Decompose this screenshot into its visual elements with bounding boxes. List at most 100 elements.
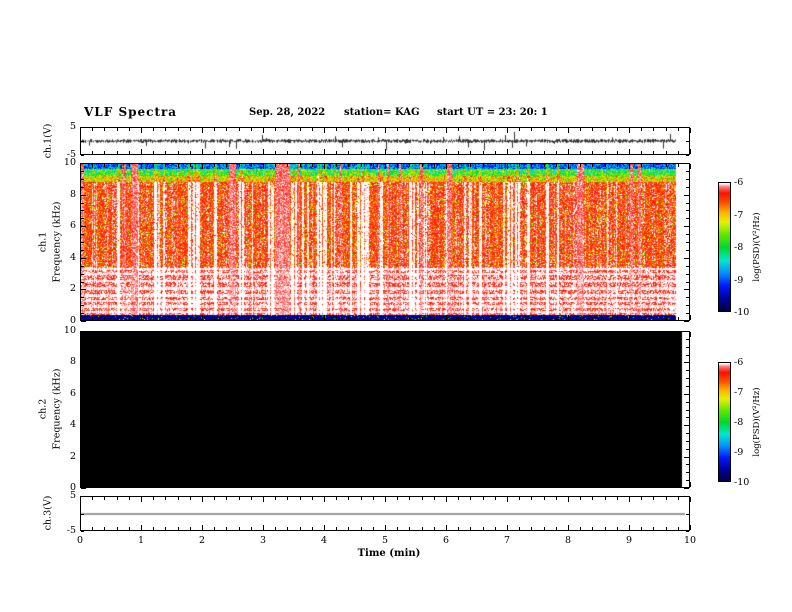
x-minor-tick (409, 164, 410, 167)
x-minor-tick (275, 527, 276, 530)
x-minor-tick (153, 527, 154, 530)
x-minor-tick (190, 497, 191, 500)
x-minor-tick (470, 151, 471, 154)
x-minor-tick (165, 484, 166, 487)
x-minor-tick (178, 317, 179, 320)
x-minor-tick (104, 128, 105, 131)
x-minor-tick (519, 484, 520, 487)
x-major-tick (446, 164, 447, 169)
x-minor-tick (397, 484, 398, 487)
x-minor-tick (117, 484, 118, 487)
x-minor-tick (373, 151, 374, 154)
x-minor-tick (373, 332, 374, 335)
x-minor-tick (312, 151, 313, 154)
x-minor-tick (653, 128, 654, 131)
x-minor-tick (483, 497, 484, 500)
x-minor-tick (104, 527, 105, 530)
x-major-tick (507, 332, 508, 337)
plot-date: Sep. 28, 2022 (249, 107, 326, 118)
x-minor-tick (495, 332, 496, 335)
x-minor-tick (251, 527, 252, 530)
x-major-tick (80, 525, 81, 530)
x-major-tick (80, 149, 81, 154)
x-minor-tick (226, 164, 227, 167)
time-tick-label: 1 (137, 535, 145, 546)
freq-tick-label: 8 (69, 356, 76, 368)
y-major-tick (684, 289, 689, 290)
x-minor-tick (117, 527, 118, 530)
x-major-tick (263, 525, 264, 530)
x-major-tick (568, 525, 569, 530)
x-minor-tick (397, 164, 398, 167)
y-major-tick (684, 163, 689, 164)
x-minor-tick (544, 151, 545, 154)
x-minor-tick (422, 128, 423, 131)
x-major-tick (507, 315, 508, 320)
x-minor-tick (92, 317, 93, 320)
x-major-tick (446, 315, 447, 320)
x-minor-tick (226, 151, 227, 154)
x-minor-tick (470, 497, 471, 500)
ch3-waveform-canvas (81, 497, 689, 530)
x-minor-tick (226, 484, 227, 487)
x-minor-tick (422, 332, 423, 335)
x-minor-tick (653, 332, 654, 335)
x-minor-tick (605, 128, 606, 131)
x-minor-tick (117, 128, 118, 131)
x-minor-tick (434, 164, 435, 167)
freq-tick-label: 0 (69, 482, 76, 493)
y-major-tick (684, 362, 689, 363)
x-minor-tick (129, 332, 130, 335)
x-minor-tick (641, 164, 642, 167)
x-minor-tick (190, 332, 191, 335)
x-minor-tick (397, 128, 398, 131)
x-minor-tick (287, 128, 288, 131)
voltage-tick-label: 5 (69, 121, 76, 132)
x-minor-tick (165, 317, 166, 320)
y-minor-tick (81, 441, 84, 442)
x-minor-tick (178, 128, 179, 131)
x-minor-tick (678, 484, 679, 487)
x-minor-tick (153, 332, 154, 335)
y-tick (686, 531, 689, 532)
x-minor-tick (226, 497, 227, 500)
x-minor-tick (409, 128, 410, 131)
ch2-frequency-axis-label: Frequency (kHz) (51, 368, 63, 450)
x-major-tick (385, 315, 386, 320)
x-minor-tick (178, 332, 179, 335)
x-major-tick (629, 149, 630, 154)
x-minor-tick (434, 151, 435, 154)
x-minor-tick (434, 332, 435, 335)
x-minor-tick (580, 332, 581, 335)
freq-tick-label: 2 (69, 450, 76, 462)
x-minor-tick (226, 332, 227, 335)
x-minor-tick (556, 317, 557, 320)
x-major-tick (202, 149, 203, 154)
x-major-tick (446, 149, 447, 154)
x-minor-tick (165, 497, 166, 500)
x-minor-tick (470, 484, 471, 487)
x-minor-tick (422, 484, 423, 487)
x-minor-tick (531, 317, 532, 320)
y-major-tick (81, 457, 86, 458)
ch1-colorbar-label: log(PSD)(V²/Hz) (752, 212, 762, 282)
x-major-tick (80, 315, 81, 320)
x-major-tick (446, 497, 447, 502)
x-major-tick (385, 525, 386, 530)
x-minor-tick (92, 151, 93, 154)
x-minor-tick (312, 484, 313, 487)
x-minor-tick (495, 317, 496, 320)
x-minor-tick (348, 128, 349, 131)
x-minor-tick (239, 151, 240, 154)
y-minor-tick (81, 480, 84, 481)
plot-title: VLF Spectra (84, 105, 178, 119)
x-minor-tick (483, 527, 484, 530)
y-major-tick (81, 362, 86, 363)
x-minor-tick (336, 332, 337, 335)
y-major-tick (81, 321, 86, 322)
y-major-tick (81, 289, 86, 290)
x-minor-tick (312, 128, 313, 131)
x-major-tick (141, 332, 142, 337)
x-minor-tick (666, 484, 667, 487)
x-minor-tick (483, 128, 484, 131)
